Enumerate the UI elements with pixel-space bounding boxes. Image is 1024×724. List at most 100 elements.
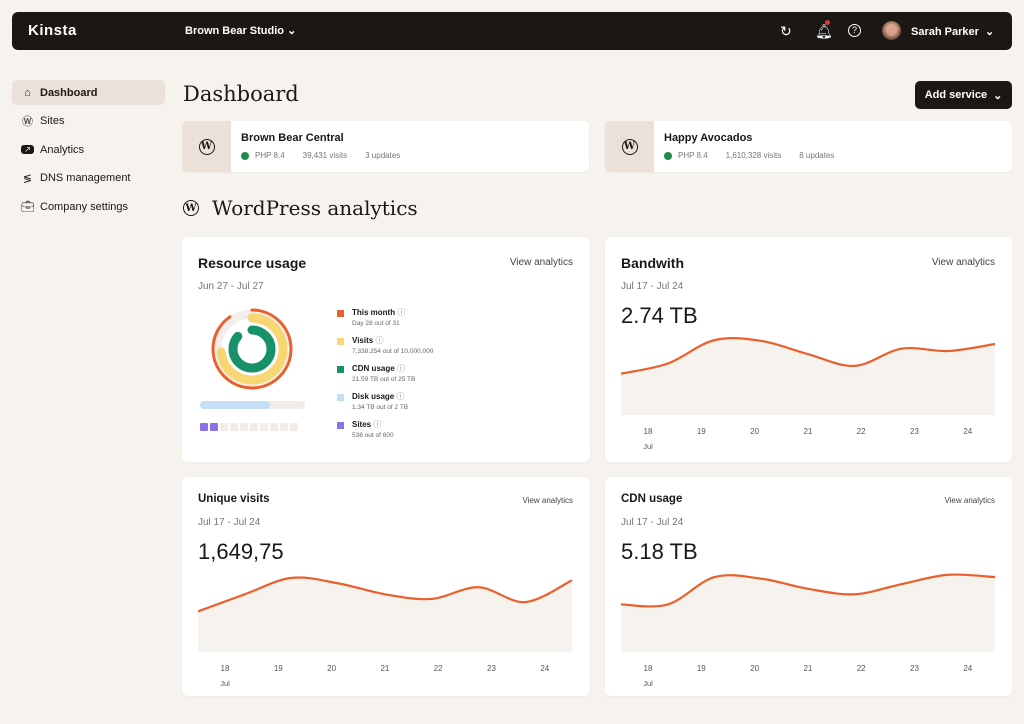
line-chart: 18 19 20 21 22 23 24 Jul	[621, 336, 996, 451]
x-tick-label: 23	[487, 664, 496, 673]
site-block	[210, 423, 218, 431]
x-tick-label: 18	[644, 427, 653, 436]
x-tick-label: 20	[750, 664, 759, 673]
site-card[interactable]: W Happy Avocados PHP 8.4 1,610,328 visits…	[605, 121, 1012, 172]
x-tick-label: 19	[697, 427, 706, 436]
date-range: Jul 17 - Jul 24	[621, 517, 684, 528]
resource-usage-card: Resource usage View analytics Jun 27 - J…	[182, 237, 590, 462]
page-title: Dashboard	[183, 82, 299, 106]
company-switcher[interactable]: Brown Bear Studio ⌄	[185, 24, 296, 37]
x-month-label: Jul	[643, 442, 653, 451]
add-service-label: Add service	[924, 89, 988, 101]
site-block	[200, 423, 208, 431]
x-tick-label: 21	[803, 664, 812, 673]
legend-swatch	[337, 422, 344, 429]
visits-arc	[216, 313, 288, 385]
view-analytics-link[interactable]: View analytics	[931, 257, 995, 268]
sidebar-item-label: Analytics	[40, 143, 85, 156]
briefcase-icon: 💼︎	[21, 201, 35, 213]
avatar[interactable]	[882, 21, 901, 40]
legend-item: Sites ⓘ 538 out of 600	[337, 419, 433, 439]
refresh-icon[interactable]: ↻	[780, 23, 792, 39]
date-range: Jul 17 - Jul 24	[621, 281, 684, 292]
help-icon[interactable]: ⓘ	[397, 308, 406, 317]
sidebar-item-sites[interactable]: Ⓦ Sites	[12, 109, 165, 134]
legend-item: Visits ⓘ 7,338,254 out of 10,000,000	[337, 335, 433, 355]
add-service-button[interactable]: Add service ⌄	[915, 81, 1012, 109]
resource-legend: This month ⓘ Day 28 out of 31 Visits ⓘ 7,33…	[337, 307, 433, 447]
legend-item: This month ⓘ Day 28 out of 31	[337, 307, 433, 327]
legend-item: CDN usage ⓘ 21.59 TB out of 25 TB	[337, 363, 433, 383]
legend-label: Visits ⓘ	[352, 336, 384, 345]
card-title: CDN usage	[621, 493, 683, 505]
site-block	[230, 423, 238, 431]
company-name: Brown Bear Studio	[185, 25, 285, 37]
sidebar-item-dns-management[interactable]: ≶ DNS management	[12, 166, 165, 191]
chart-line	[621, 573, 996, 608]
view-analytics-link[interactable]: View analytics	[509, 257, 573, 268]
unique-visits-card: Unique visits View analytics Jul 17 - Ju…	[182, 477, 590, 696]
dns-icon: ≶	[22, 172, 33, 185]
wordpress-icon: W	[621, 138, 638, 155]
x-tick-label: 20	[750, 427, 759, 436]
cdn-usage-value: 5.18 TB	[621, 539, 698, 564]
legend-label: Sites ⓘ	[352, 420, 382, 429]
site-visits: 1,610,328 visits	[725, 151, 782, 160]
site-icon-box: W	[605, 121, 654, 172]
help-icon[interactable]: ?	[848, 24, 861, 37]
legend-sub: Day 28 out of 31	[352, 320, 400, 327]
x-tick-label: 22	[857, 427, 866, 436]
line-chart: 18 19 20 21 22 23 24 Jul	[621, 573, 996, 688]
check-icon	[664, 151, 672, 160]
help-icon[interactable]: ⓘ	[396, 364, 405, 373]
x-tick-label: 22	[434, 664, 443, 673]
sidebar-item-analytics[interactable]: ↗ Analytics	[12, 137, 165, 162]
site-block	[270, 423, 278, 431]
help-icon[interactable]: ⓘ	[375, 336, 384, 345]
top-bar: Kinsta Brown Bear Studio ⌄ ↻ 🔔︎ ? Sarah …	[12, 12, 1012, 50]
chevron-down-icon: ⌄	[985, 26, 995, 38]
site-name[interactable]: Brown Bear Central	[241, 132, 344, 144]
help-icon[interactable]: ⓘ	[373, 420, 382, 429]
x-tick-label: 18	[221, 664, 230, 673]
view-analytics-link[interactable]: View analytics	[944, 496, 995, 505]
resource-donut-chart	[211, 308, 293, 390]
legend-label: This month ⓘ	[352, 308, 406, 317]
help-icon[interactable]: ⓘ	[396, 392, 405, 401]
bell-icon[interactable]: 🔔︎	[815, 23, 833, 39]
x-tick-label: 24	[963, 664, 972, 673]
x-month-label: Jul	[643, 679, 653, 688]
legend-item: Disk usage ⓘ 1.34 TB out of 2 TB	[337, 391, 433, 411]
bandwidth-value: 2.74 TB	[621, 303, 698, 328]
line-chart: 18 19 20 21 22 23 24 Jul	[198, 576, 573, 688]
legend-swatch	[337, 394, 344, 401]
disk-usage-fill	[200, 401, 271, 409]
legend-label: Disk usage ⓘ	[352, 392, 405, 401]
sidebar-item-dashboard[interactable]: ⌂ Dashboard	[12, 80, 165, 105]
site-name[interactable]: Happy Avocados	[664, 132, 753, 144]
php-version: PHP 8.4	[255, 151, 285, 160]
legend-swatch	[337, 310, 344, 317]
sidebar-item-company-settings[interactable]: 💼︎ Company settings	[12, 194, 165, 219]
wordpress-icon: Ⓦ	[22, 116, 33, 128]
site-block	[290, 423, 298, 431]
site-card[interactable]: W Brown Bear Central PHP 8.4 39,431 visit…	[182, 121, 589, 172]
x-tick-label: 21	[803, 427, 812, 436]
unique-visits-value: 1,649,75	[198, 539, 284, 564]
check-icon	[241, 151, 249, 160]
user-menu[interactable]: Sarah Parker ⌄	[911, 25, 994, 38]
view-analytics-link[interactable]: View analytics	[522, 496, 573, 505]
sidebar: ⌂ Dashboard Ⓦ Sites ↗ Analytics ≶ DNS manage…	[12, 80, 165, 223]
sidebar-item-label: Dashboard	[40, 86, 98, 99]
this-month-arc	[211, 308, 293, 390]
sidebar-item-label: DNS management	[40, 172, 131, 184]
disk-usage-bar	[200, 401, 305, 409]
cdn-usage-card: CDN usage View analytics Jul 17 - Jul 24…	[605, 477, 1012, 696]
x-tick-label: 18	[644, 664, 653, 673]
home-icon: ⌂	[24, 86, 31, 99]
chevron-down-icon: ⌄	[993, 89, 1003, 102]
site-updates: 8 updates	[799, 151, 835, 160]
site-icon-box: W	[182, 121, 231, 172]
kinsta-logo[interactable]: Kinsta	[28, 22, 77, 39]
notification-dot	[825, 20, 830, 25]
